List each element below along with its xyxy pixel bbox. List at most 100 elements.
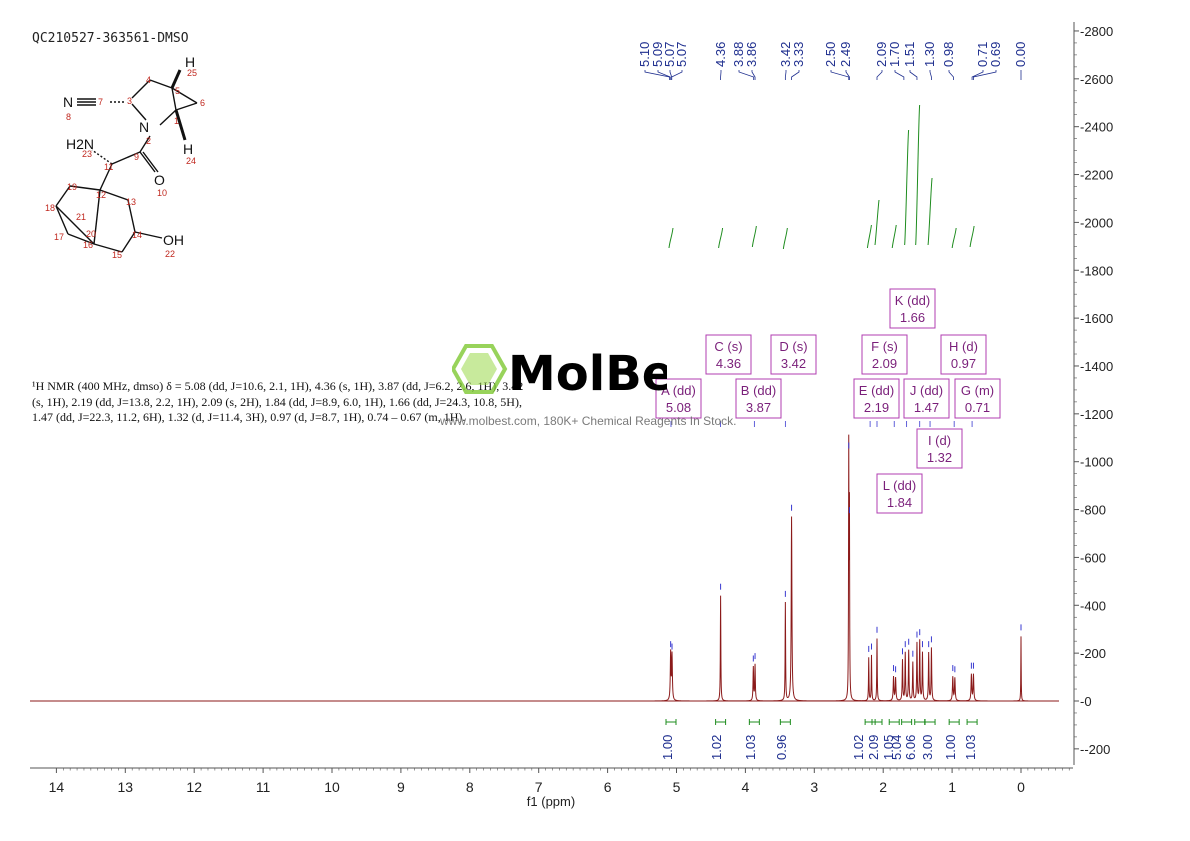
integral-curves	[668, 104, 975, 250]
nitrile-n-label: N	[63, 94, 73, 110]
multiplet-shift: 1.84	[887, 495, 912, 510]
multiplet-label: E (dd)	[859, 383, 894, 398]
x-tick-label: 5	[673, 779, 681, 795]
nmr-report: ¹H NMR (400 MHz, dmso) δ = 5.08 (dd, J=1…	[32, 379, 672, 426]
hydrogen-24-label: H	[183, 141, 193, 157]
peak-label-leader	[948, 70, 954, 80]
atom-number-20: 20	[86, 229, 96, 239]
integral-curve	[751, 225, 757, 248]
multiplet-box	[940, 334, 987, 375]
integral-value: 1.00	[660, 735, 675, 760]
multiplet-shift: 5.08	[666, 400, 691, 415]
integral-curve	[874, 199, 880, 246]
multiplet-box	[705, 334, 752, 375]
peak-label-leader	[929, 70, 932, 80]
multiplet-box	[655, 378, 702, 419]
peak-label: 1.51	[902, 42, 917, 67]
x-axis: 14 13 12 11 10 9 8 7 6 5 4 3 2 1 0	[30, 767, 1073, 795]
peak-label: 5.07	[662, 42, 677, 67]
nmr-report-line-3: 1.47 (dd, J=22.3, 11.2, 6H), 1.32 (d, J=…	[32, 410, 466, 424]
x-tick-label: 11	[256, 779, 271, 795]
peak-label-leader	[876, 70, 883, 80]
peak-label: 3.86	[744, 42, 759, 67]
y-tick-label: -2400	[1080, 120, 1113, 135]
x-tick-label: 0	[1017, 779, 1025, 795]
peak-label-leader	[830, 70, 850, 80]
y-axis: -2800 -2600 -2400 -2200 -2000 -1800 -1600 -1400…	[1073, 22, 1113, 765]
peak-label: 5.07	[674, 42, 689, 67]
y-tick-label: -2800	[1080, 24, 1113, 39]
multiplet-shift: 2.19	[864, 400, 889, 415]
multiplet-shift: 1.47	[914, 400, 939, 415]
integral-value: 6.06	[903, 735, 918, 760]
multiplet-label: B (dd)	[741, 383, 776, 398]
atom-number-17: 17	[54, 232, 64, 242]
y-tick-label: -200	[1080, 646, 1106, 661]
integral-curve	[866, 224, 872, 249]
atom-number-22: 22	[165, 249, 175, 259]
peak-label-leader	[845, 70, 850, 80]
nmr-report-line-2: (s, 1H), 2.19 (dd, J=13.8, 2.2, 1H), 2.0…	[32, 394, 522, 409]
y-tick-label: -0	[1080, 694, 1092, 709]
integral-value: 0.96	[774, 735, 789, 760]
hydroxyl-label: OH	[163, 232, 184, 248]
watermark-tagline: www.molbest.com, 180K+ Chemical Reagents…	[440, 414, 737, 428]
chemical-structure	[55, 69, 198, 253]
multiplet-label: C (s)	[714, 339, 742, 354]
integral-curve	[951, 227, 957, 249]
atom-numbers: 1 2 3 4 5 6 7 8 9 10 11 12 13 14 15 16 1…	[45, 68, 205, 260]
atom-number-4: 4	[146, 75, 151, 85]
atom-number-13: 13	[126, 197, 136, 207]
spectrum-line	[35, 434, 1056, 702]
peak-label-leader	[909, 70, 918, 80]
y-tick-label: -2200	[1080, 168, 1113, 183]
multiplet-box	[735, 378, 782, 419]
x-tick-label: 2	[879, 779, 887, 795]
integral-value: 1.00	[943, 735, 958, 760]
atom-number-6: 6	[200, 98, 205, 108]
x-tick-label: 10	[324, 779, 340, 795]
multiplet-box	[903, 378, 950, 419]
ring-n-label: N	[139, 119, 149, 135]
multiplet-label: I (d)	[928, 433, 951, 448]
multiplet-shift: 2.09	[872, 356, 897, 371]
atom-number-9: 9	[134, 152, 139, 162]
multiplet-shift: 1.66	[900, 310, 925, 325]
peak-label: 2.50	[823, 42, 838, 67]
integral-value: 5.04	[889, 735, 904, 760]
peak-label: 3.88	[731, 42, 746, 67]
atom-number-10: 10	[157, 188, 167, 198]
atom-number-1: 1	[174, 116, 179, 126]
atom-number-24: 24	[186, 156, 196, 166]
x-tick-label: 8	[466, 779, 474, 795]
multiplet-box	[876, 473, 923, 514]
integral-value: 1.05	[881, 735, 896, 760]
multiplet-box	[954, 378, 1001, 419]
integral-value: 1.02	[851, 735, 866, 760]
spectrum-trace	[30, 434, 1059, 702]
atom-number-23: 23	[82, 149, 92, 159]
multiplet-box	[770, 334, 817, 375]
atom-number-16: 16	[83, 240, 93, 250]
peak-label: 4.36	[713, 42, 728, 67]
x-tick-label: 3	[810, 779, 818, 795]
x-axis-title: f1 (ppm)	[527, 794, 575, 809]
peak-label: 0.69	[988, 42, 1003, 67]
atom-number-25: 25	[187, 68, 197, 78]
atom-number-14: 14	[132, 230, 142, 240]
multiplet-shift: 4.36	[716, 356, 741, 371]
atom-number-11: 11	[104, 162, 113, 172]
atom-number-18: 18	[45, 203, 55, 213]
integral-curve	[927, 177, 933, 246]
integral-value: 1.02	[709, 735, 724, 760]
y-tick-label: -600	[1080, 550, 1106, 565]
peak-label: 5.10	[637, 42, 652, 67]
peak-label-leader	[894, 70, 905, 80]
x-tick-label: 4	[742, 779, 750, 795]
y-tick-label: -1600	[1080, 311, 1113, 326]
multiplet-label: G (m)	[961, 383, 994, 398]
multiplet-label: F (s)	[871, 339, 898, 354]
multiplet-label: A (dd)	[661, 383, 696, 398]
integral-value: 2.09	[866, 735, 881, 760]
